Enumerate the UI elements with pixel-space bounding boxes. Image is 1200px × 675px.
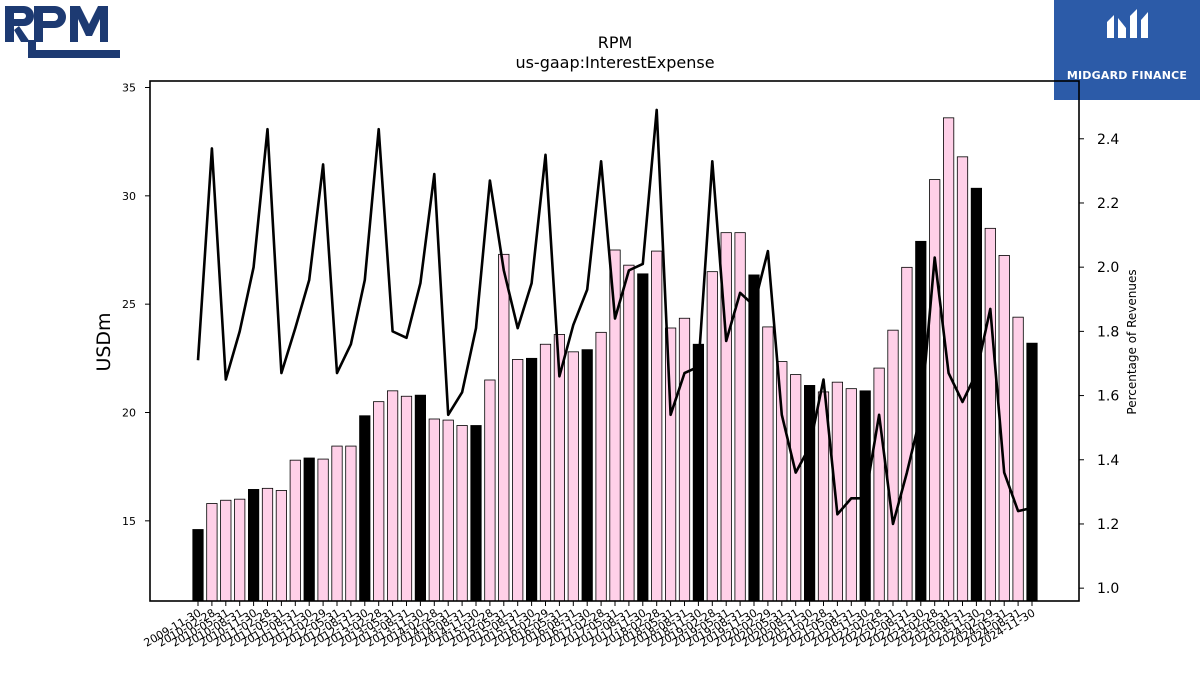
bar: [442, 419, 454, 602]
bar: [984, 227, 996, 602]
bar: [776, 361, 788, 602]
bar: [804, 385, 816, 602]
y-tick-label: 20: [122, 407, 136, 420]
bar: [665, 327, 677, 602]
bar: [637, 273, 649, 602]
y-axis-label: USDm: [93, 312, 115, 371]
x-axis-ticks: 2009-11-302010-02-282010-05-312010-08-31…: [142, 601, 1038, 650]
bar: [678, 317, 691, 602]
bar: [970, 187, 983, 602]
bar: [234, 498, 246, 602]
bar: [623, 264, 635, 602]
rpm-logo-mark: [5, 6, 120, 58]
chart-title: RPM: [598, 33, 633, 52]
y-tick-label: 25: [122, 298, 136, 311]
bar: [428, 418, 440, 602]
bar: [526, 357, 538, 602]
y-tick-label: 30: [122, 190, 136, 203]
bar-series: [192, 117, 1038, 602]
bar: [915, 240, 927, 602]
bar: [873, 367, 885, 602]
bar: [206, 503, 218, 602]
y2-axis-label: Percentage of Revenues: [1125, 269, 1139, 414]
midgard-logo-mark: [1107, 9, 1148, 38]
bar: [706, 271, 718, 602]
y2-tick-label: 1.6: [1097, 389, 1119, 405]
y2-tick-label: 1.8: [1097, 324, 1119, 340]
bar: [692, 343, 705, 602]
bar: [498, 253, 510, 602]
bar: [220, 499, 232, 602]
bar: [331, 445, 343, 602]
bar: [303, 457, 315, 602]
y-axis-ticks: 15 20 25 30 35: [122, 82, 150, 528]
bar: [192, 529, 204, 602]
bar: [247, 489, 260, 602]
bar: [901, 266, 913, 602]
y2-tick-label: 1.2: [1097, 517, 1119, 533]
rpm-logo: [0, 0, 130, 70]
bar: [1012, 316, 1024, 602]
bar: [595, 331, 607, 602]
y-tick-label: 35: [122, 82, 136, 95]
y-tick-label: 15: [122, 515, 136, 528]
bar: [373, 401, 385, 602]
bar: [456, 425, 468, 602]
bar: [929, 179, 941, 602]
bar: [734, 232, 746, 602]
bar: [317, 458, 329, 602]
bar: [275, 490, 288, 602]
y2-axis-ticks: 1.0 1.2 1.4 1.6 1.8 2.0 2.2 2.4: [1079, 132, 1119, 597]
bar: [956, 156, 969, 602]
bar: [359, 415, 371, 602]
bar: [887, 329, 899, 602]
line-series: [196, 108, 1033, 526]
bar: [261, 487, 274, 602]
bar: [470, 425, 482, 602]
y2-tick-label: 2.4: [1097, 132, 1119, 148]
bar: [400, 395, 413, 602]
midgard-logo-text: MIDGARD FINANCE: [1066, 69, 1188, 82]
midgard-finance-logo: MIDGARD FINANCE: [1054, 0, 1200, 100]
bar: [943, 117, 955, 602]
bar: [484, 379, 496, 602]
bar: [289, 459, 301, 602]
bar: [567, 351, 579, 602]
percentage-line: [196, 108, 1033, 526]
bar: [386, 390, 399, 602]
bar: [581, 349, 593, 602]
y2-tick-label: 1.4: [1097, 453, 1119, 469]
bar: [1026, 342, 1038, 602]
bar: [651, 250, 663, 602]
y2-tick-label: 1.0: [1097, 581, 1119, 597]
bar: [748, 274, 760, 602]
y2-tick-label: 2.0: [1097, 260, 1119, 276]
bar: [414, 394, 427, 602]
bar: [762, 326, 774, 602]
y2-tick-label: 2.2: [1097, 196, 1119, 212]
bar: [790, 374, 802, 602]
bar: [512, 359, 524, 602]
bar: [539, 343, 552, 602]
bar: [845, 388, 857, 602]
bar: [345, 445, 357, 602]
chart-subtitle: us-gaap:InterestExpense: [515, 53, 714, 72]
